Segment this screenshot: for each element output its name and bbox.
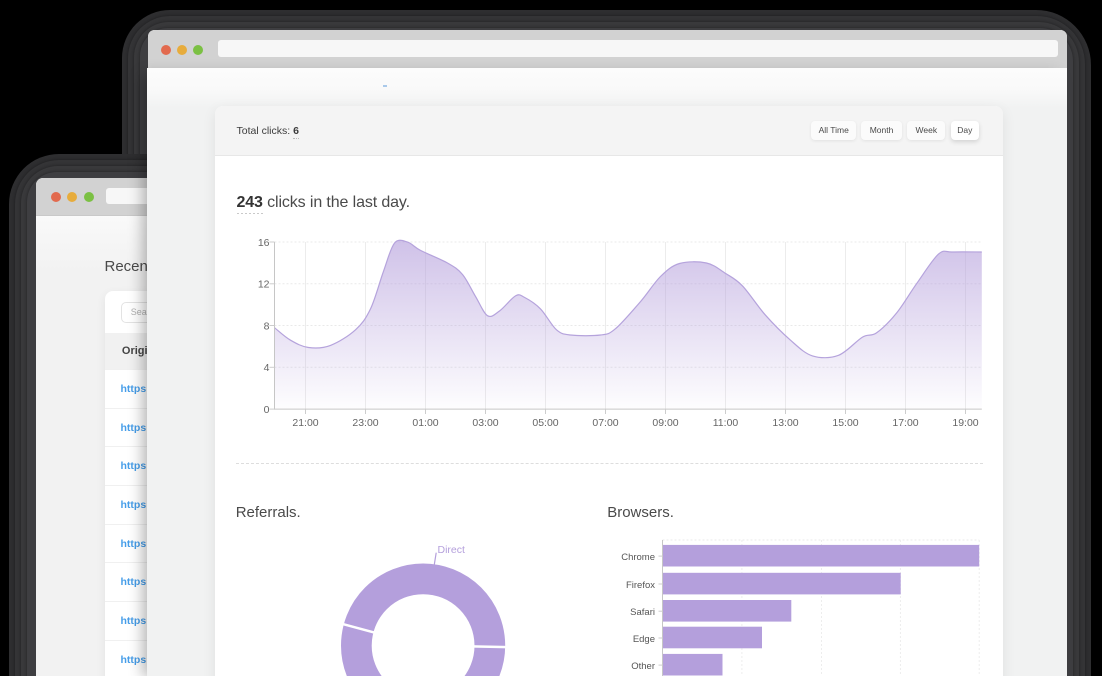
svg-text:09:00: 09:00: [652, 417, 678, 429]
svg-text:21:00: 21:00: [292, 417, 318, 429]
svg-text:23:00: 23:00: [352, 417, 378, 429]
svg-text:01:00: 01:00: [412, 417, 438, 429]
svg-text:07:00: 07:00: [592, 417, 618, 429]
svg-text:Direct: Direct: [437, 544, 465, 556]
svg-text:12: 12: [257, 279, 269, 291]
svg-text:Other: Other: [631, 661, 655, 672]
svg-text:Safari: Safari: [630, 607, 655, 618]
svg-text:15:00: 15:00: [832, 417, 858, 429]
svg-text:19:00: 19:00: [952, 417, 978, 429]
svg-text:11:00: 11:00: [712, 417, 738, 429]
svg-text:17:00: 17:00: [892, 417, 918, 429]
svg-text:4: 4: [263, 362, 269, 374]
svg-text:Chrome: Chrome: [621, 552, 655, 563]
svg-text:13:00: 13:00: [772, 417, 798, 429]
svg-text:Firefox: Firefox: [625, 580, 654, 591]
svg-text:8: 8: [263, 320, 269, 332]
svg-text:05:00: 05:00: [532, 417, 558, 429]
svg-text:0: 0: [263, 404, 269, 416]
svg-text:03:00: 03:00: [472, 417, 498, 429]
svg-text:16: 16: [257, 237, 269, 249]
svg-text:Edge: Edge: [632, 634, 654, 645]
